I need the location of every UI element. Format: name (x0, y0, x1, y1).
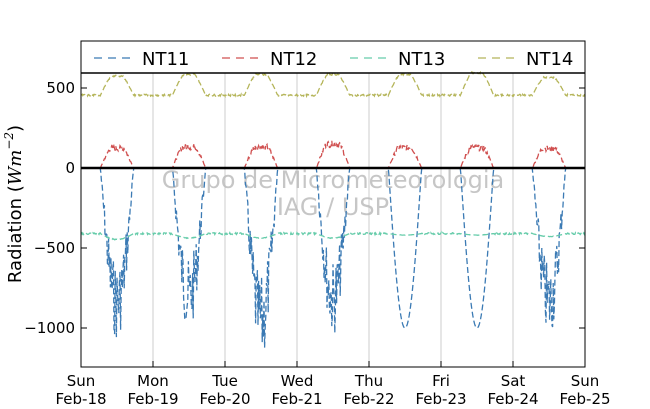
x-tick-day: Sun (67, 372, 96, 390)
series-nt14-line (80, 71, 586, 99)
x-tick-date: Feb-22 (343, 390, 394, 408)
y-tick-label: −500 (34, 239, 75, 257)
plot-frame (80, 40, 586, 368)
svg-text:Radiation (Wm−2): Radiation (Wm−2) (2, 125, 26, 283)
x-tick-day: Mon (137, 372, 169, 390)
x-tick-date: Feb-24 (487, 390, 538, 408)
x-tick-day: Sun (571, 372, 600, 390)
y-tick-label: 500 (46, 79, 75, 97)
x-tick-day: Fri (432, 372, 450, 390)
x-tick-date: Feb-20 (199, 390, 250, 408)
legend-label-nt13: NT13 (398, 49, 445, 70)
x-tick-day: Thu (354, 372, 383, 390)
legend-label-nt11: NT11 (142, 49, 189, 70)
x-tick-date: Feb-21 (271, 390, 322, 408)
watermark: Grupo de Micrometeorologia IAG / USP (162, 166, 504, 221)
ylabel-unit: Wm (5, 150, 26, 186)
series-nt13-line (80, 230, 586, 241)
watermark-line-2: IAG / USP (277, 193, 389, 221)
x-tick-day: Tue (211, 372, 238, 390)
ylabel-text: Radiation ( (5, 185, 26, 283)
y-axis-label: Radiation (Wm−2) (2, 125, 26, 283)
ylabel-close: ) (5, 125, 26, 132)
series-nt12-line (81, 140, 585, 169)
series-nt11-line (81, 167, 585, 348)
x-tick-day: Wed (281, 372, 314, 390)
y-tick-label: 0 (65, 159, 75, 177)
x-axis: SunFeb-18MonFeb-19TueFeb-20WedFeb-21ThuF… (55, 361, 611, 408)
ylabel-exponent: −2 (2, 132, 16, 150)
x-tick-date: Feb-19 (127, 390, 178, 408)
x-tick-date: Feb-23 (415, 390, 466, 408)
x-tick-date: Feb-18 (55, 390, 106, 408)
legend-label-nt14: NT14 (526, 49, 573, 70)
y-axis: 500 0 −500 −1000 (24, 79, 585, 337)
x-tick-day: Sat (501, 372, 526, 390)
legend: NT11 NT12 NT13 NT14 (94, 49, 573, 70)
watermark-line-1: Grupo de Micrometeorologia (162, 166, 504, 194)
grid-lines (152, 73, 514, 367)
x-tick-date: Feb-25 (559, 390, 610, 408)
legend-label-nt12: NT12 (270, 49, 317, 70)
y-tick-label: −1000 (24, 319, 75, 337)
